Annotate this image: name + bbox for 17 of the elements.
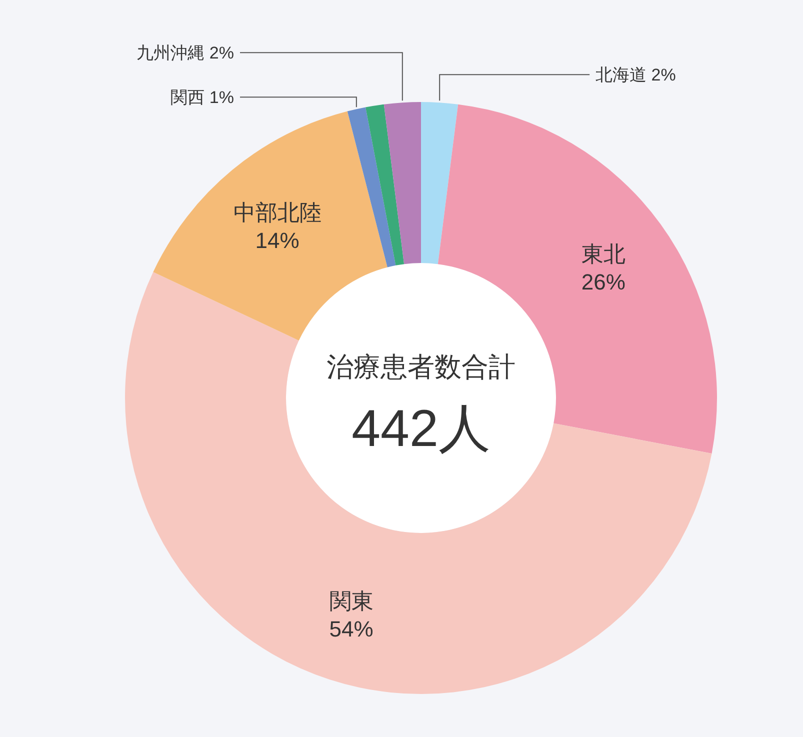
donut-slice <box>384 102 421 264</box>
data-label: 54% <box>329 616 374 642</box>
data-label: 26% <box>581 269 626 294</box>
slice-label: 中部北陸 <box>233 200 322 226</box>
slice-label: 九州沖縄 2% <box>136 44 234 63</box>
donut-slice <box>421 102 458 264</box>
donut-slice <box>347 107 396 268</box>
slice-label: 関東 <box>329 588 374 614</box>
donut-slice <box>126 272 712 694</box>
donut-slice <box>153 111 388 341</box>
slice-label: 関西 1% <box>170 88 234 108</box>
data-label: 14% <box>255 228 300 254</box>
text: 442人 <box>352 400 490 458</box>
donut-slice <box>366 104 404 266</box>
text: 治療患者数合計 <box>326 352 516 382</box>
slice-label: 北海道 2% <box>596 66 676 85</box>
slice-label: 東北 <box>581 241 626 266</box>
